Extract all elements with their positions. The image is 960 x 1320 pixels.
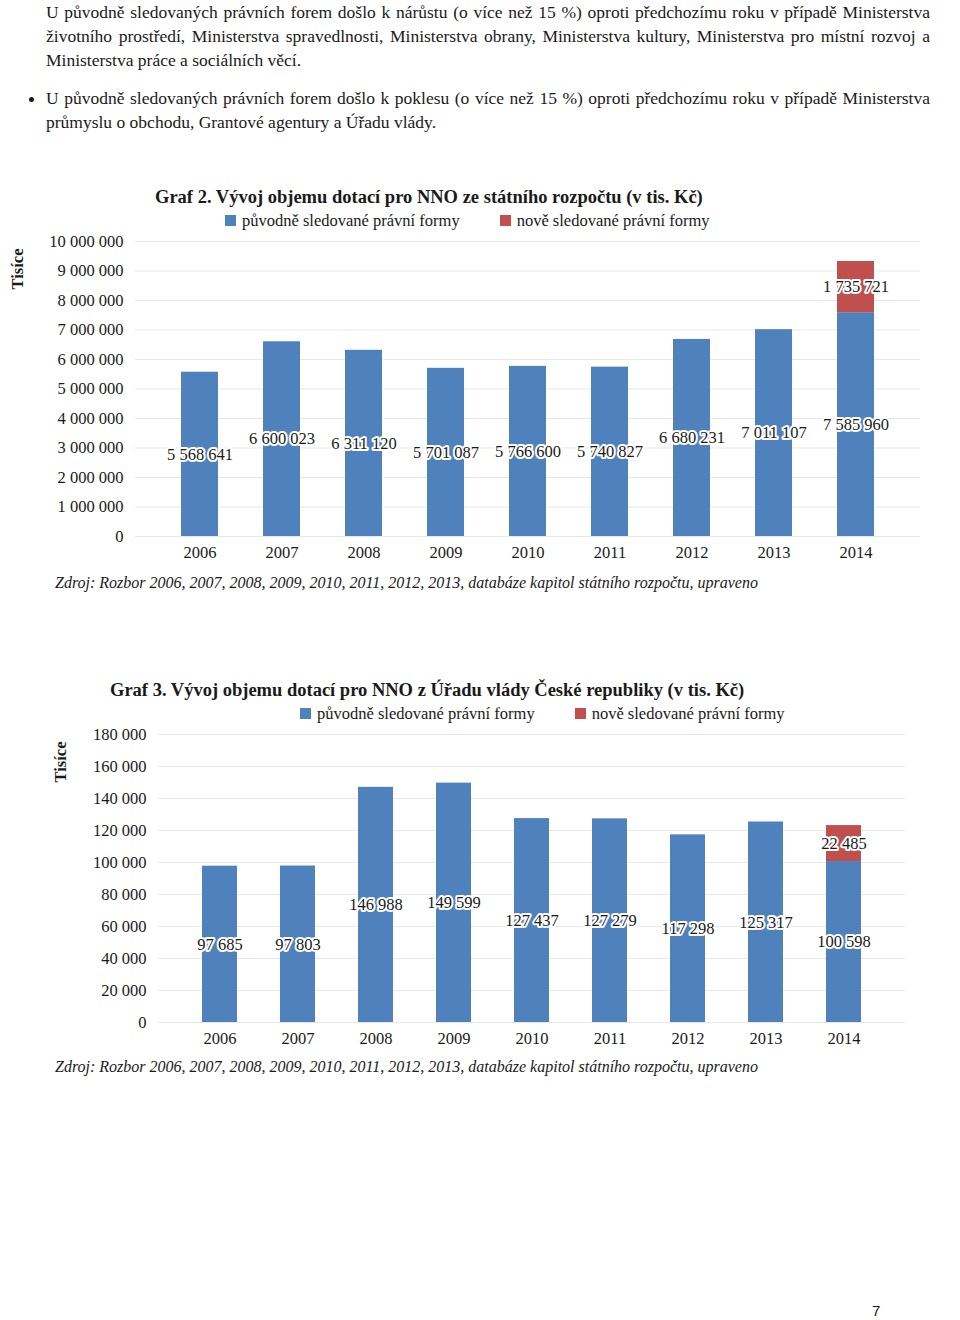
- svg-text:3 000 000: 3 000 000: [58, 438, 124, 457]
- svg-text:6 000 000: 6 000 000: [58, 350, 124, 369]
- svg-text:97 685: 97 685: [197, 935, 242, 954]
- svg-text:5 701 087: 5 701 087: [413, 443, 479, 462]
- html-text:Zdroj: Rozbor 2006, 2007, 2008: Zdroj: Rozbor 2006, 2007, 2008, 2009, 20…: [55, 1058, 758, 1075]
- svg-text:8 000 000: 8 000 000: [58, 291, 124, 310]
- svg-text:2006: 2006: [204, 1029, 237, 1048]
- svg-text:127 279: 127 279: [583, 911, 637, 930]
- svg-text:125 317: 125 317: [739, 913, 793, 932]
- svg-text:7 585 960: 7 585 960: [823, 415, 889, 434]
- svg-text:2014: 2014: [840, 543, 873, 562]
- svg-text:60 000: 60 000: [101, 917, 146, 936]
- html-text:původně sledované právní formy: původně sledované právní formy: [317, 704, 535, 723]
- svg-text:2010: 2010: [512, 543, 545, 562]
- svg-text:5 740 827: 5 740 827: [577, 442, 643, 461]
- svg-text:6 680 231: 6 680 231: [659, 428, 725, 447]
- svg-text:100 598: 100 598: [817, 932, 871, 951]
- html-text:nově sledované právní formy: nově sledované právní formy: [591, 704, 785, 723]
- svg-text:2007: 2007: [282, 1029, 315, 1048]
- svg-text:Tisíce: Tisíce: [8, 249, 27, 290]
- svg-text:0: 0: [115, 527, 123, 546]
- html-text:U původně sledovaných právních: U původně sledovaných právních forem doš…: [46, 2, 930, 70]
- svg-text:6 311 120: 6 311 120: [331, 434, 396, 453]
- svg-text:140 000: 140 000: [93, 789, 147, 808]
- svg-text:127 437: 127 437: [505, 911, 559, 930]
- svg-text:6 600 023: 6 600 023: [249, 429, 315, 448]
- svg-text:2012: 2012: [672, 1029, 705, 1048]
- html-text:původně sledované právní formy: původně sledované právní formy: [242, 211, 460, 230]
- svg-text:2008: 2008: [348, 543, 381, 562]
- svg-text:120 000: 120 000: [93, 821, 147, 840]
- svg-text:5 000 000: 5 000 000: [58, 379, 124, 398]
- html-text:Graf 3. Vývoj objemu dotací pr: Graf 3. Vývoj objemu dotací pro NNO z Úř…: [110, 680, 745, 700]
- svg-text:22 485: 22 485: [821, 834, 866, 853]
- svg-text:146 988: 146 988: [349, 895, 403, 914]
- svg-text:40 000: 40 000: [101, 949, 146, 968]
- svg-text:2008: 2008: [360, 1029, 393, 1048]
- svg-text:149 599: 149 599: [427, 893, 481, 912]
- svg-text:0: 0: [138, 1013, 146, 1032]
- svg-text:2013: 2013: [750, 1029, 783, 1048]
- svg-text:10 000 000: 10 000 000: [49, 233, 123, 251]
- html-text:U původně sledovaných právních: U původně sledovaných právních forem doš…: [46, 88, 930, 132]
- html-text:Zdroj: Rozbor 2006, 2007, 2008: Zdroj: Rozbor 2006, 2007, 2008, 2009, 20…: [55, 574, 758, 591]
- svg-text:2014: 2014: [828, 1029, 861, 1048]
- svg-text:2010: 2010: [516, 1029, 549, 1048]
- svg-text:5 766 600: 5 766 600: [495, 442, 561, 461]
- svg-text:117 298: 117 298: [661, 919, 714, 938]
- svg-text:2009: 2009: [430, 543, 463, 562]
- svg-text:97 803: 97 803: [275, 935, 320, 954]
- svg-text:5 568 641: 5 568 641: [167, 445, 233, 464]
- svg-text:20 000: 20 000: [101, 981, 146, 1000]
- svg-text:7 000 000: 7 000 000: [58, 320, 124, 339]
- svg-text:180 000: 180 000: [93, 726, 147, 744]
- svg-text:2009: 2009: [438, 1029, 471, 1048]
- svg-text:2006: 2006: [184, 543, 217, 562]
- svg-text:100 000: 100 000: [93, 853, 147, 872]
- svg-text:2011: 2011: [594, 1029, 626, 1048]
- svg-text:Tisíce: Tisíce: [51, 742, 70, 783]
- svg-text:9 000 000: 9 000 000: [58, 261, 124, 280]
- html-text:Graf 2. Vývoj objemu dotací pr: Graf 2. Vývoj objemu dotací pro NNO ze s…: [155, 187, 703, 207]
- svg-text:2013: 2013: [758, 543, 791, 562]
- svg-text:2011: 2011: [594, 543, 626, 562]
- html-text:nově sledované právní formy: nově sledované právní formy: [516, 211, 710, 230]
- svg-text:160 000: 160 000: [93, 757, 147, 776]
- svg-text:4 000 000: 4 000 000: [58, 409, 124, 428]
- svg-text:2 000 000: 2 000 000: [58, 468, 124, 487]
- svg-text:1 735 721: 1 735 721: [823, 277, 889, 296]
- svg-text:2012: 2012: [676, 543, 709, 562]
- svg-text:2007: 2007: [266, 543, 299, 562]
- svg-text:1 000 000: 1 000 000: [58, 497, 124, 516]
- html-text:7: 7: [872, 1302, 881, 1319]
- svg-text:80 000: 80 000: [101, 885, 146, 904]
- svg-text:7 011 107: 7 011 107: [741, 423, 806, 442]
